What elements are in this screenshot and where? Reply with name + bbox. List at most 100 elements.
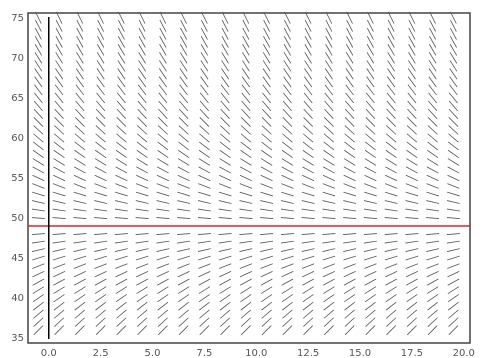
slope-segment (283, 68, 292, 80)
slope-segment (32, 158, 45, 166)
slope-segment (178, 108, 189, 119)
slope-segment (260, 286, 273, 294)
slope-segment (322, 271, 335, 278)
slope-segment (449, 68, 458, 80)
slope-segment (200, 27, 208, 40)
slope-segment (135, 217, 149, 219)
slope-segment (158, 92, 168, 104)
slope-segment (405, 174, 418, 182)
slope-segment (137, 325, 148, 336)
slope-segment (156, 248, 170, 252)
slope-segment (32, 271, 45, 278)
slope-segment (280, 248, 294, 252)
slope-segment (94, 240, 108, 244)
slope-segment (303, 317, 314, 327)
slope-segment (385, 271, 398, 278)
slope-segment (364, 149, 376, 159)
slope-segment (406, 301, 418, 311)
slope-segment (446, 233, 460, 235)
slope-segment (115, 278, 128, 286)
slope-segment (385, 294, 397, 303)
slope-segment (198, 271, 211, 278)
slope-segment (219, 166, 232, 174)
slope-segment (95, 117, 106, 127)
slope-segment (322, 191, 336, 197)
slope-segment (322, 248, 336, 252)
slope-segment (158, 76, 168, 88)
slope-segment (302, 149, 314, 159)
slope-segment (159, 60, 167, 72)
slope-segment (447, 149, 459, 159)
slope-segment (218, 255, 232, 261)
slope-segment (365, 117, 376, 127)
slope-segment (260, 255, 273, 261)
slope-segment (74, 317, 85, 327)
slope-segment (427, 149, 439, 159)
slope-segment (384, 191, 398, 197)
slope-segment (450, 19, 457, 32)
slope-segment (262, 44, 271, 56)
slope-segment (220, 92, 230, 104)
slope-segment (136, 271, 149, 278)
slope-segment (387, 68, 396, 80)
slope-segment (219, 133, 231, 143)
slope-segment (95, 294, 107, 303)
slope-segment (178, 325, 189, 336)
slope-segment (219, 286, 231, 294)
slope-segment (115, 141, 127, 151)
slope-segment (95, 325, 106, 336)
slope-segment (177, 263, 190, 269)
slope-segment (302, 294, 314, 303)
slope-segment (114, 248, 128, 252)
slope-segment (241, 108, 251, 119)
slope-segment (138, 35, 146, 48)
slope-segment (426, 158, 439, 166)
slope-segment (136, 133, 148, 143)
slope-segment (239, 271, 252, 278)
slope-segment (219, 294, 231, 303)
slope-segment (260, 200, 274, 204)
slope-segment (448, 133, 459, 143)
slope-segment (55, 27, 63, 40)
slope-segment (33, 309, 44, 319)
slope-segment (303, 325, 314, 336)
slope-segment (218, 200, 232, 204)
slope-segment (115, 174, 128, 182)
slope-segment (427, 301, 439, 311)
slope-segment (135, 240, 149, 244)
slope-segment (198, 255, 211, 261)
slope-segment (364, 166, 377, 174)
slope-segment (363, 233, 377, 235)
slope-segment (97, 35, 105, 48)
slope-segment (34, 35, 42, 48)
slope-segment (138, 19, 146, 32)
slope-segment (242, 27, 250, 40)
slope-segment (387, 11, 395, 24)
slope-segment (158, 84, 168, 96)
slope-segment (116, 108, 127, 119)
slope-segment (239, 200, 253, 204)
x-tick-label: 2.5 (93, 348, 109, 358)
slope-segment (117, 35, 125, 48)
slope-segment (75, 100, 85, 112)
slope-segment (346, 35, 354, 48)
slope-segment (178, 125, 189, 135)
slope-segment (343, 166, 356, 174)
slope-segment (322, 208, 336, 212)
slope-segment (239, 248, 253, 252)
slope-segment (240, 286, 252, 294)
slope-segment (32, 294, 44, 303)
slope-segment (426, 263, 439, 269)
slope-segment (159, 11, 167, 24)
slope-segment (385, 286, 397, 294)
slope-segment (260, 166, 273, 174)
slope-segment (343, 183, 356, 189)
slope-segment (364, 255, 377, 261)
slope-segment (386, 117, 397, 127)
slope-segment (177, 158, 190, 166)
slope-segment (448, 325, 459, 336)
slope-segment (343, 271, 356, 278)
slope-segment (407, 117, 417, 127)
slope-segment (219, 301, 231, 311)
slope-segment (282, 133, 293, 143)
